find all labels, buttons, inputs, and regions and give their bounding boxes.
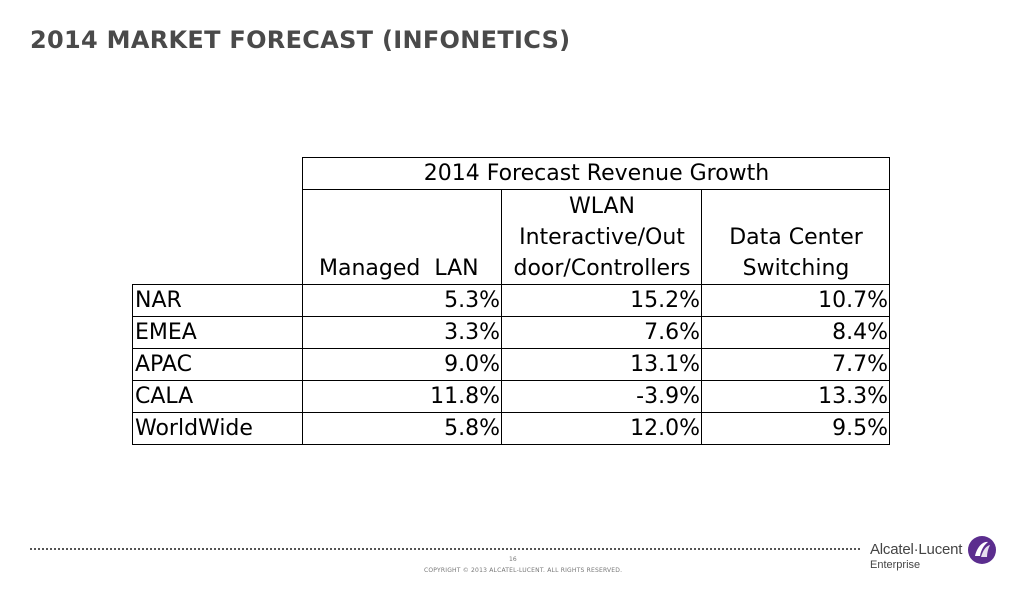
column-header-line: door/Controllers — [513, 256, 691, 281]
region-cell: APAC — [132, 348, 303, 381]
value-cell: 13.1% — [501, 348, 702, 381]
column-header-row: Managed LAN WLAN Interactive/Out door/Co… — [133, 189, 890, 285]
value-cell: 10.7% — [701, 284, 890, 317]
value-cell: 7.6% — [501, 316, 702, 349]
value-cell: 5.3% — [302, 284, 502, 317]
empty-corner-cell — [133, 158, 303, 190]
column-header-line: Data Center — [729, 225, 863, 250]
value-cell: 5.8% — [302, 412, 502, 445]
value-cell: -3.9% — [501, 380, 702, 413]
forecast-table: 2014 Forecast Revenue Growth Managed LAN… — [132, 157, 890, 445]
copyright-notice: COPYRIGHT © 2013 ALCATEL-LUCENT. ALL RIG… — [424, 567, 623, 574]
value-cell: 8.4% — [701, 316, 890, 349]
group-header: 2014 Forecast Revenue Growth — [302, 157, 890, 190]
column-header-line: Interactive/Out — [519, 225, 685, 250]
table-row: WorldWide 5.8% 12.0% 9.5% — [132, 412, 890, 445]
column-header-data-center: Data Center Switching — [701, 189, 890, 285]
company-logo: Alcatel·Lucent Enterprise — [866, 535, 1006, 575]
region-cell: CALA — [132, 380, 303, 413]
column-header-wlan: WLAN Interactive/Out door/Controllers — [501, 189, 702, 285]
table-row: APAC 9.0% 13.1% 7.7% — [132, 348, 890, 381]
region-cell: EMEA — [132, 316, 303, 349]
table-row: CALA 11.8% -3.9% 13.3% — [132, 380, 890, 413]
table-row: NAR 5.3% 15.2% 10.7% — [132, 284, 890, 317]
value-cell: 9.5% — [701, 412, 890, 445]
value-cell: 12.0% — [501, 412, 702, 445]
page-number: 16 — [509, 556, 517, 563]
alcatel-lucent-swirl-icon — [968, 536, 996, 564]
logo-subtitle: Enterprise — [870, 559, 921, 571]
column-header-managed-lan: Managed LAN — [302, 189, 502, 285]
group-header-row: 2014 Forecast Revenue Growth — [133, 157, 890, 190]
column-header-line: Switching — [742, 256, 850, 281]
region-cell: NAR — [132, 284, 303, 317]
value-cell: 9.0% — [302, 348, 502, 381]
column-header-line: WLAN — [568, 194, 636, 219]
logo-name: Alcatel·Lucent — [870, 541, 963, 558]
value-cell: 11.8% — [302, 380, 502, 413]
footer-divider — [30, 548, 860, 550]
value-cell: 13.3% — [701, 380, 890, 413]
table-row: EMEA 3.3% 7.6% 8.4% — [132, 316, 890, 349]
column-header-label: Managed LAN — [319, 256, 479, 281]
region-cell: WorldWide — [132, 412, 303, 445]
empty-corner-cell — [133, 190, 303, 285]
slide-title: 2014 MARKET FORECAST (INFONETICS) — [30, 26, 571, 54]
value-cell: 3.3% — [302, 316, 502, 349]
value-cell: 15.2% — [501, 284, 702, 317]
value-cell: 7.7% — [701, 348, 890, 381]
